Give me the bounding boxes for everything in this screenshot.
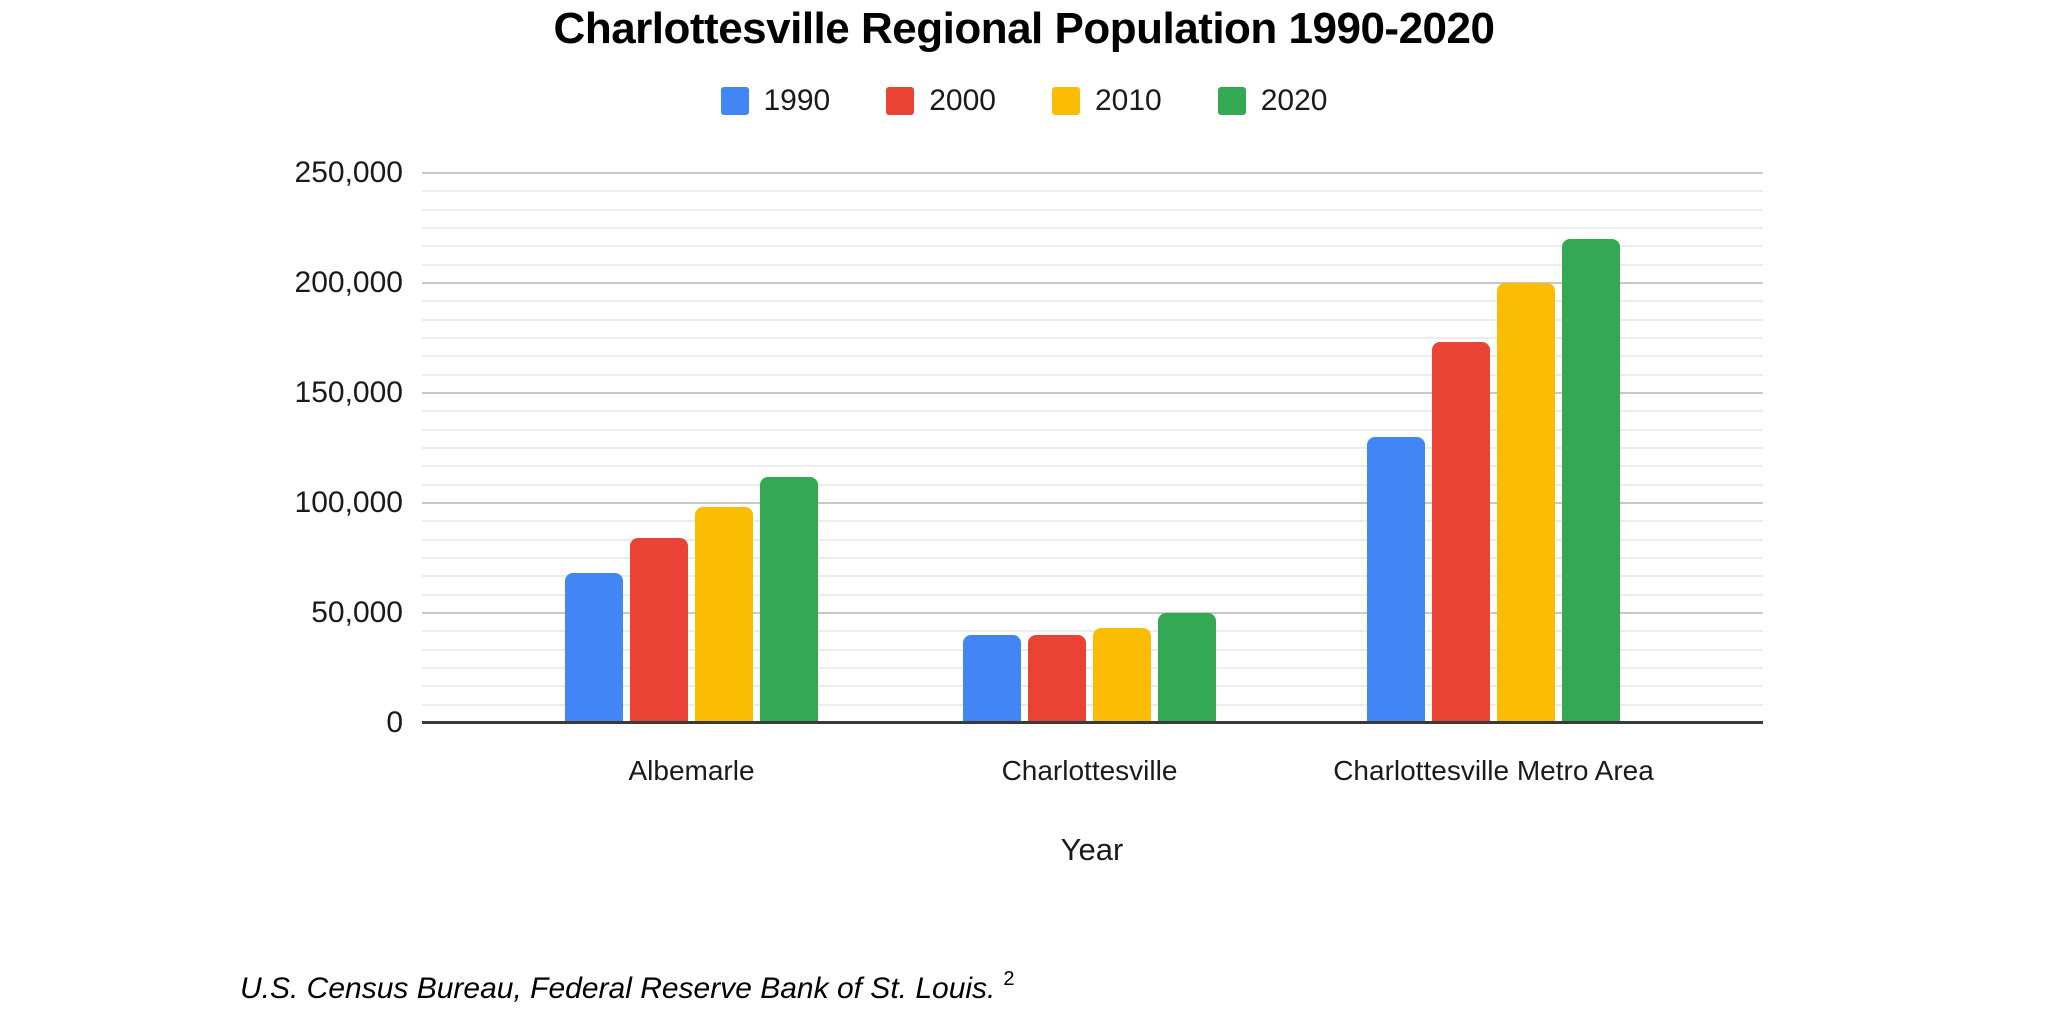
minor-gridline bbox=[422, 208, 1763, 211]
y-tick-label-0: 0 bbox=[386, 706, 403, 739]
x-axis-line bbox=[422, 721, 1763, 724]
bar-charlottesville-1990 bbox=[963, 635, 1021, 723]
bar-charlottesville-2020 bbox=[1158, 613, 1216, 723]
legend-item-2020: 2020 bbox=[1217, 84, 1328, 118]
y-tick-label-150000: 150,000 bbox=[294, 376, 403, 409]
minor-gridline bbox=[422, 557, 1763, 559]
minor-gridline bbox=[422, 703, 1763, 706]
legend-item-2010: 2010 bbox=[1052, 84, 1162, 118]
bar-albemarle-2020 bbox=[760, 477, 818, 723]
source-note-text: U.S. Census Bureau, Federal Reserve Bank… bbox=[240, 972, 996, 1005]
bar-albemarle-1990 bbox=[565, 573, 623, 723]
legend-swatch-2010 bbox=[1052, 87, 1080, 115]
source-note-superscript: 2 bbox=[1003, 968, 1015, 990]
minor-gridline bbox=[422, 465, 1763, 468]
legend-item-1990: 1990 bbox=[720, 84, 831, 118]
major-gridline bbox=[422, 392, 1763, 394]
minor-gridline bbox=[422, 337, 1763, 339]
y-tick-label-250000: 250,000 bbox=[294, 156, 403, 189]
legend: 1990 2000 2010 2020 bbox=[0, 84, 2048, 118]
minor-gridline bbox=[422, 520, 1763, 523]
major-gridline bbox=[422, 172, 1763, 174]
bar-charlottesville-metro-area-2010 bbox=[1497, 283, 1555, 723]
minor-gridline bbox=[422, 245, 1763, 248]
chart-title: Charlottesville Regional Population 1990… bbox=[553, 4, 1495, 53]
minor-gridline bbox=[422, 227, 1763, 229]
bar-charlottesville-2010 bbox=[1093, 628, 1151, 723]
source-note: U.S. Census Bureau, Federal Reserve Bank… bbox=[240, 968, 1015, 1006]
bar-albemarle-2000 bbox=[630, 538, 688, 723]
bar-albemarle-2010 bbox=[695, 507, 753, 723]
major-gridline bbox=[422, 612, 1763, 614]
bar-charlottesville-metro-area-2020 bbox=[1562, 239, 1620, 723]
minor-gridline bbox=[422, 355, 1763, 358]
minor-gridline bbox=[422, 373, 1763, 376]
minor-gridline bbox=[422, 685, 1763, 688]
x-category-label-charlottesville-metro-area: Charlottesville Metro Area bbox=[1333, 755, 1654, 786]
legend-label-2000: 2000 bbox=[929, 84, 996, 117]
major-gridline bbox=[422, 502, 1763, 504]
major-gridline bbox=[422, 282, 1763, 284]
minor-gridline bbox=[422, 575, 1763, 578]
x-axis-title: Year bbox=[1060, 832, 1124, 867]
legend-label-1990: 1990 bbox=[763, 84, 831, 117]
legend-label-2020: 2020 bbox=[1260, 84, 1328, 117]
x-category-label-albemarle: Albemarle bbox=[628, 755, 755, 786]
legend-swatch-2000 bbox=[886, 87, 915, 115]
minor-gridline bbox=[422, 318, 1763, 321]
minor-gridline bbox=[422, 428, 1763, 431]
x-category-label-charlottesville: Charlottesville bbox=[1001, 755, 1178, 786]
minor-gridline bbox=[422, 483, 1763, 486]
minor-gridline bbox=[422, 447, 1763, 449]
y-axis-tick-labels: 0 50,000 100,000 150,000 200,000 250,000 bbox=[233, 0, 403, 1024]
bar-charlottesville-metro-area-1990 bbox=[1367, 437, 1425, 723]
legend-label-2010: 2010 bbox=[1095, 84, 1162, 117]
minor-gridline bbox=[422, 263, 1763, 266]
bar-charlottesville-2000 bbox=[1028, 635, 1086, 723]
minor-gridline bbox=[422, 667, 1763, 669]
plot-area bbox=[422, 172, 1763, 724]
legend-swatch-2020 bbox=[1217, 87, 1246, 115]
minor-gridline bbox=[422, 300, 1763, 303]
minor-gridline bbox=[422, 630, 1763, 633]
y-tick-label-50000: 50,000 bbox=[311, 596, 403, 629]
y-tick-label-200000: 200,000 bbox=[294, 266, 403, 299]
minor-gridline bbox=[422, 538, 1763, 541]
minor-gridline bbox=[422, 648, 1763, 651]
legend-swatch-1990 bbox=[720, 87, 749, 115]
minor-gridline bbox=[422, 410, 1763, 413]
minor-gridline bbox=[422, 593, 1763, 596]
legend-item-2000: 2000 bbox=[886, 84, 996, 118]
bar-charlottesville-metro-area-2000 bbox=[1432, 342, 1490, 723]
y-tick-label-100000: 100,000 bbox=[294, 486, 403, 519]
minor-gridline bbox=[422, 190, 1763, 193]
